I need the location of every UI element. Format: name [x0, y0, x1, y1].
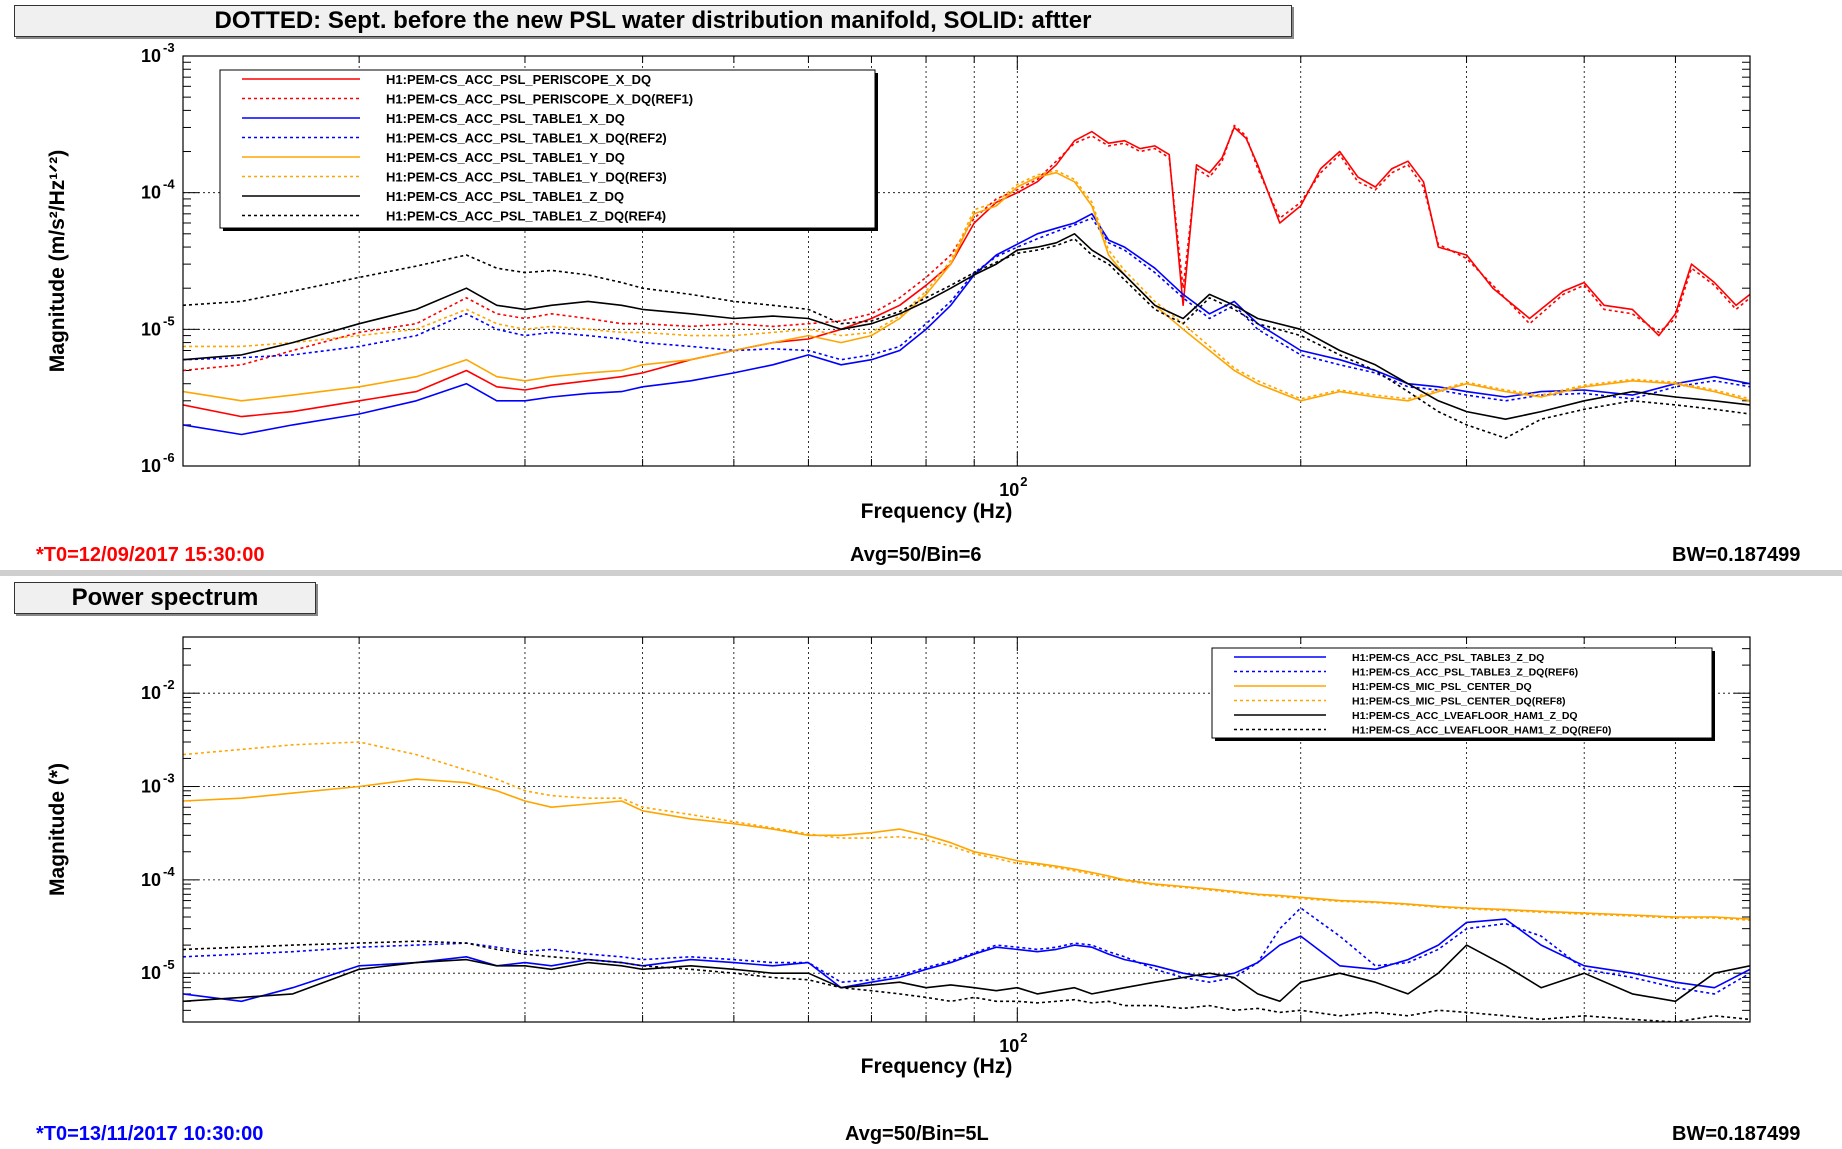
- bottom-legend-label-1: H1:PEM-CS_ACC_PSL_TABLE3_Z_DQ(REF6): [1352, 666, 1578, 678]
- top-series-line-5: [183, 169, 1750, 400]
- top-y-tick-exp-2: -4: [163, 177, 175, 192]
- top-y-tick-exp-0: -6: [163, 450, 175, 465]
- bottom-y-tick-label-1: 10: [141, 870, 161, 890]
- bottom-series-line-3: [183, 741, 1750, 921]
- bottom-series-line-4: [183, 944, 1750, 1003]
- bottom-legend-label-5: H1:PEM-CS_ACC_LVEAFLOOR_HAM1_Z_DQ(REF0): [1352, 724, 1611, 736]
- top-series-line-7: [183, 238, 1750, 439]
- top-legend-label-2: H1:PEM-CS_ACC_PSL_TABLE1_X_DQ: [386, 111, 625, 126]
- bottom-series-line-0: [183, 918, 1750, 1003]
- top-series-group: [183, 124, 1750, 439]
- top-y-tick-label-3: 10: [141, 46, 161, 66]
- bottom-x-tick-label-0: 10: [999, 1036, 1019, 1056]
- top-legend-label-5: H1:PEM-CS_ACC_PSL_TABLE1_Y_DQ(REF3): [386, 169, 667, 184]
- bottom-y-axis-label: Magnitude (*): [46, 763, 69, 896]
- top-legend-label-1: H1:PEM-CS_ACC_PSL_PERISCOPE_X_DQ(REF1): [386, 91, 693, 106]
- bottom-panel-title: Power spectrum: [14, 582, 316, 614]
- top-series-line-6: [183, 233, 1750, 420]
- top-series-line-0: [183, 126, 1750, 418]
- bottom-legend-label-2: H1:PEM-CS_MIC_PSL_CENTER_DQ: [1352, 681, 1532, 693]
- bottom-legend-label-4: H1:PEM-CS_ACC_LVEAFLOOR_HAM1_Z_DQ: [1352, 710, 1578, 722]
- top-series-line-4: [183, 171, 1750, 402]
- bottom-series-line-5: [183, 940, 1750, 1022]
- bottom-y-tick-exp-3: -2: [163, 677, 175, 692]
- top-legend: [219, 69, 876, 229]
- top-y-tick-exp-1: -5: [163, 313, 175, 328]
- bottom-legend-label-3: H1:PEM-CS_MIC_PSL_CENTER_DQ(REF8): [1352, 695, 1566, 707]
- bottom-plot-frame: [182, 636, 1751, 1023]
- top-plot-frame: [182, 55, 1751, 467]
- top-y-tick-label-0: 10: [141, 456, 161, 476]
- top-y-tick-exp-3: -3: [163, 40, 175, 55]
- bottom-legend: [1211, 647, 1713, 739]
- top-x-axis-label: Frequency (Hz): [861, 500, 1013, 523]
- bottom-status-t0: *T0=13/11/2017 10:30:00: [36, 1123, 264, 1145]
- bottom-legend-label-0: H1:PEM-CS_ACC_PSL_TABLE3_Z_DQ: [1352, 652, 1544, 664]
- top-legend-label-4: H1:PEM-CS_ACC_PSL_TABLE1_Y_DQ: [386, 150, 625, 165]
- top-status-avg: Avg=50/Bin=6: [850, 544, 982, 566]
- bottom-status-avg: Avg=50/Bin=5L: [845, 1123, 989, 1145]
- bottom-status-bw: BW=0.187499: [1672, 1123, 1801, 1145]
- top-panel-title: DOTTED: Sept. before the new PSL water d…: [14, 5, 1292, 37]
- bottom-series-group: [183, 741, 1750, 1022]
- top-series-line-2: [183, 213, 1750, 436]
- bottom-x-tick-exp-0: 2: [1020, 1030, 1027, 1045]
- bottom-y-tick-label-2: 10: [141, 777, 161, 797]
- top-x-tick-exp-0: 2: [1020, 474, 1027, 489]
- top-series-line-1: [183, 124, 1750, 372]
- bottom-x-axis-label: Frequency (Hz): [861, 1055, 1013, 1078]
- top-legend-label-0: H1:PEM-CS_ACC_PSL_PERISCOPE_X_DQ: [386, 72, 651, 87]
- bottom-y-tick-exp-1: -4: [163, 864, 175, 879]
- bottom-y-tick-exp-2: -3: [163, 771, 175, 786]
- top-y-axis-label: Magnitude (m/s²/Hz¹ᐟ²): [46, 150, 69, 372]
- top-y-tick-label-1: 10: [141, 319, 161, 339]
- top-status-t0: *T0=12/09/2017 15:30:00: [36, 544, 265, 566]
- top-legend-label-7: H1:PEM-CS_ACC_PSL_TABLE1_Z_DQ(REF4): [386, 208, 666, 223]
- bottom-y-tick-label-0: 10: [141, 963, 161, 983]
- panel-divider: [0, 570, 1842, 576]
- top-status-bw: BW=0.187499: [1672, 544, 1801, 566]
- top-y-tick-label-2: 10: [141, 183, 161, 203]
- top-legend-label-6: H1:PEM-CS_ACC_PSL_TABLE1_Z_DQ: [386, 189, 624, 204]
- top-x-tick-label-0: 10: [999, 480, 1019, 500]
- bottom-y-tick-label-3: 10: [141, 683, 161, 703]
- top-legend-label-3: H1:PEM-CS_ACC_PSL_TABLE1_X_DQ(REF2): [386, 130, 667, 145]
- bottom-y-tick-exp-0: -5: [163, 957, 175, 972]
